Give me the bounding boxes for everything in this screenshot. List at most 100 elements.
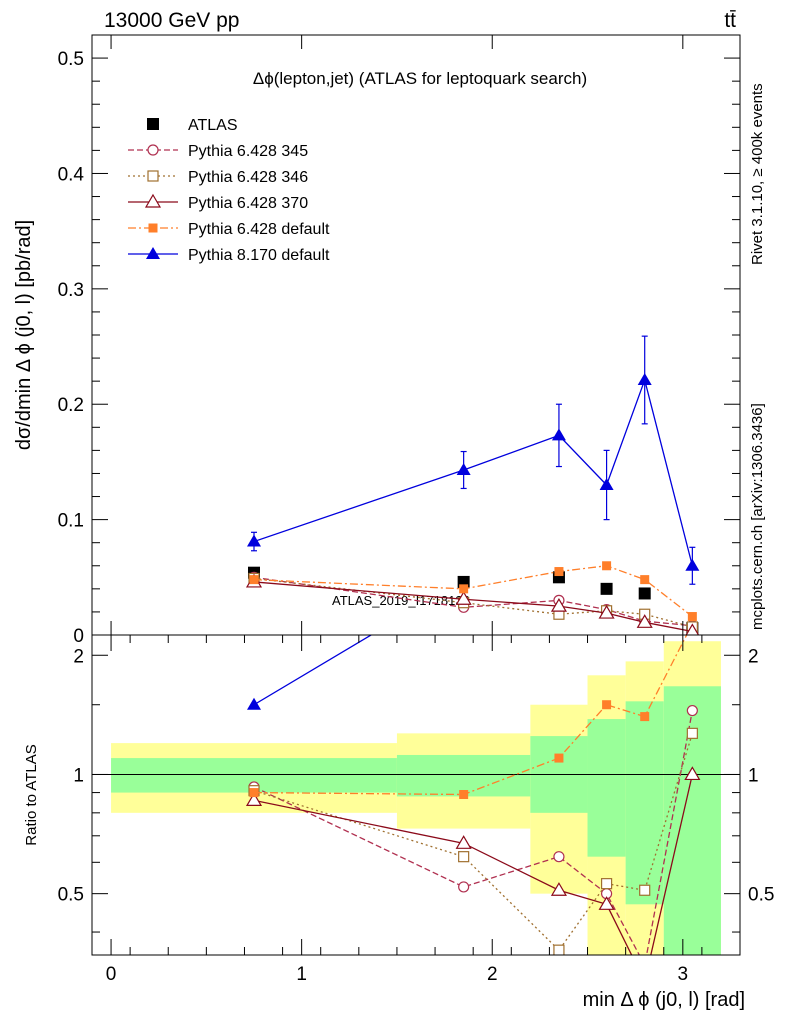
- ratio-point-pythia-6-428-370: [598, 896, 615, 910]
- main-y-tick-label: 0.5: [58, 49, 84, 70]
- main-panel: ATLAS_2019_I1718132 00.10.20.30.40.5 Δϕ(…: [13, 34, 741, 647]
- process-label: tt̄: [724, 9, 736, 32]
- ratio-band-inner: [396, 754, 531, 797]
- main-point-pythia-8-170-default: [599, 478, 614, 490]
- ratio-x-tick-label: 1: [296, 964, 307, 985]
- main-point-pythia-6-428-370: [550, 597, 567, 612]
- ratio-point-pythia-6-428-346: [553, 944, 565, 955]
- ratio-y-tick-label: 0.5: [58, 885, 84, 906]
- ratio-x-tick-label: 0: [106, 964, 117, 985]
- main-y-tick-label: 0.1: [58, 511, 84, 532]
- main-y-tick-label: 0.3: [58, 280, 84, 301]
- ratio-series-pythia-6-428-370: [245, 766, 701, 987]
- main-point-pythia-8-170-default: [637, 373, 652, 385]
- main-title: Δϕ(lepton,jet) (ATLAS for leptoquark sea…: [253, 69, 587, 88]
- legend-label-atlas: ATLAS: [188, 117, 238, 134]
- ratio-point-pythia-6-428-345: [640, 960, 650, 970]
- ratio-point-pythia-6-428-370: [455, 835, 472, 849]
- main-y-axis-label: dσ/dmin Δ ϕ (j0, l) [pb/rad]: [13, 220, 35, 450]
- main-y-tick-label: 0.4: [58, 164, 85, 185]
- ratio-point-pythia-8-170-default: [685, 371, 699, 383]
- legend-item-pythia-6-428-370: Pythia 6.428 370: [128, 193, 308, 212]
- main-line-pythia-6-428-370: [253, 581, 693, 633]
- ratio-line-pythia-6-428-370: [253, 774, 693, 955]
- legend-marker-pythia-6-428-370: [144, 193, 162, 208]
- ratio-y-tick-label: 1: [73, 765, 84, 786]
- ratio-series-pythia-8-170-default: [247, 371, 699, 710]
- legend: ATLAS Pythia 6.428 345 Pythia 6.428 346 Pyt…: [128, 117, 330, 264]
- ratio-point-pythia-6-428-default: [459, 789, 469, 799]
- ratio-point-pythia-6-428-346: [639, 884, 651, 896]
- main-point-pythia-6-428-default: [602, 561, 612, 571]
- main-y-tick-label: 0: [73, 626, 84, 647]
- main-series-pythia-6-428-345: [248, 571, 698, 632]
- ratio-series-pythia-6-428-default: [249, 635, 688, 799]
- ratio-point-pythia-6-428-346: [600, 878, 613, 890]
- legend-marker-pythia-8-170-default: [146, 247, 160, 259]
- legend-label-pythia-6-428-345: Pythia 6.428 345: [188, 143, 308, 160]
- ratio-point-pythia-8-170-default: [552, 552, 566, 564]
- ratio-point-pythia-6-428-default: [602, 700, 612, 710]
- ratio-band-inner: [587, 719, 626, 857]
- ratio-point-pythia-6-428-default: [640, 712, 650, 722]
- legend-marker-pythia-6-428-default: [148, 223, 158, 233]
- legend-marker-pythia-6-428-346: [147, 170, 159, 182]
- ratio-point-pythia-6-428-345: [686, 704, 698, 717]
- energy-label: 13000 GeV pp: [104, 9, 239, 32]
- ratio-point-pythia-6-428-370: [638, 975, 652, 987]
- ratio-series-pythia-6-428-346: [248, 727, 698, 955]
- main-point-pythia-6-428-default: [687, 612, 697, 622]
- ratio-line-pythia-6-428-default: [253, 635, 688, 796]
- legend-label-pythia-8-170-default: Pythia 8.170 default: [188, 247, 330, 264]
- ratio-line-pythia-6-428-345: [253, 710, 693, 955]
- main-point-pythia-6-428-370: [455, 591, 472, 605]
- main-point-pythia-6-428-default: [249, 575, 259, 585]
- legend-item-pythia-6-428-346: Pythia 6.428 346: [128, 169, 308, 186]
- legend-marker-atlas: [147, 118, 159, 130]
- main-point-pythia-6-428-default: [554, 567, 564, 577]
- main-point-pythia-6-428-default: [640, 575, 650, 585]
- legend-item-pythia-6-428-default: Pythia 6.428 default: [128, 221, 330, 238]
- legend-marker-pythia-6-428-345: [147, 144, 159, 156]
- ratio-x-tick-label: 2: [487, 964, 498, 985]
- legend-item-atlas: ATLAS: [147, 117, 238, 134]
- main-point-pythia-6-428-370: [685, 623, 700, 635]
- ratio-y-tick-label-right: 1: [748, 765, 759, 786]
- ratio-point-pythia-8-170-default: [638, 456, 652, 468]
- main-point-pythia-6-428-370: [598, 604, 615, 619]
- ratio-point-pythia-6-428-370: [550, 882, 567, 896]
- main-point-pythia-8-170-default: [247, 534, 261, 547]
- main-point-pythia-8-170-default: [685, 558, 700, 571]
- legend-label-pythia-6-428-default: Pythia 6.428 default: [188, 221, 330, 238]
- ratio-point-pythia-6-428-345: [458, 881, 470, 893]
- main-line-pythia-6-428-default: [253, 565, 693, 618]
- main-line-pythia-8-170-default: [253, 377, 693, 566]
- main-point-pythia-6-428-370: [636, 614, 653, 628]
- legend-label-pythia-6-428-346: Pythia 6.428 346: [188, 169, 308, 186]
- main-line-pythia-6-428-345: [253, 576, 693, 627]
- ratio-point-pythia-6-428-default: [249, 788, 259, 798]
- main-point-pythia-8-170-default: [551, 428, 566, 441]
- ratio-band-inner: [663, 686, 721, 955]
- ratio-band-inner: [625, 701, 664, 905]
- main-point-pythia-8-170-default: [456, 463, 471, 475]
- ratio-point-pythia-6-428-370: [245, 792, 263, 806]
- x-axis-label: min Δ ϕ (j0, l) [rad]: [583, 989, 745, 1011]
- mcplots-label: mcplots.cern.ch [arXiv:1306.3436]: [749, 403, 766, 630]
- ratio-x-tick-label: 3: [678, 964, 689, 985]
- ratio-y-tick-label: 2: [73, 646, 84, 667]
- main-point-atlas: [638, 587, 651, 600]
- ratio-point-pythia-6-428-370: [684, 766, 701, 781]
- ratio-point-pythia-6-428-345: [553, 851, 565, 863]
- ratio-point-pythia-6-428-346: [686, 727, 698, 739]
- main-series-pythia-8-170-default: [247, 335, 700, 585]
- ratio-y-tick-label-right: 2: [748, 646, 759, 667]
- ratio-y-tick-label-right: 0.5: [748, 885, 774, 906]
- legend-item-pythia-8-170-default: Pythia 8.170 default: [128, 247, 330, 264]
- main-y-tick-label: 0.2: [58, 395, 84, 416]
- ratio-line-pythia-6-428-346: [253, 733, 693, 952]
- ratio-line-pythia-8-170-default: [253, 635, 373, 706]
- ratio-point-pythia-6-428-346: [458, 851, 470, 863]
- ratio-point-pythia-6-428-default: [554, 753, 564, 763]
